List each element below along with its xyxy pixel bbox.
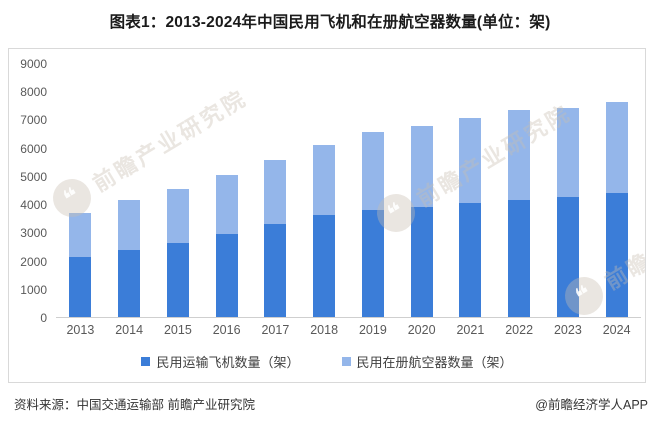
bar-2024 <box>605 102 628 317</box>
bar-group-2020 <box>397 64 446 317</box>
x-axis-label-2020: 2020 <box>407 323 436 337</box>
x-axis-label-2015: 2015 <box>163 323 192 337</box>
legend-item-1: 民用在册航空器数量（架） <box>341 352 513 371</box>
bar-group-2024 <box>592 64 641 317</box>
bar-group-2014 <box>105 64 154 317</box>
bar-2020 <box>410 126 433 317</box>
bar-2018-transport-segment <box>313 214 336 317</box>
bar-2017-transport-segment <box>264 224 287 317</box>
x-axis-label-2013: 2013 <box>66 323 95 337</box>
x-axis-label-2019: 2019 <box>358 323 387 337</box>
bar-2021 <box>459 118 482 317</box>
figure-footer: 资料来源：中国交通运输部 前瞻产业研究院 @前瞻经济学人APP <box>14 394 648 413</box>
y-axis-tick: 8000 <box>20 85 47 100</box>
bar-2022-transport-segment <box>508 199 531 317</box>
bar-group-2015 <box>154 64 203 317</box>
bar-2017 <box>264 159 287 317</box>
chart-panel: ❝ 前瞻产业研究院 ❝ 前瞻产业研究院 ❝ 前瞻产业研究院 9000800070… <box>8 48 646 383</box>
chart-legend: 民用运输飞机数量（架） 民用在册航空器数量（架） <box>9 352 645 371</box>
legend-label: 民用在册航空器数量（架） <box>356 355 513 370</box>
x-axis-label-2016: 2016 <box>212 323 241 337</box>
y-axis-tick: 1000 <box>20 282 47 297</box>
y-axis-tick: 3000 <box>20 226 47 241</box>
bar-2016-transport-segment <box>215 234 238 317</box>
bar-2023-transport-segment <box>556 196 579 317</box>
y-axis-tick: 2000 <box>20 254 47 269</box>
bar-2020-transport-segment <box>410 207 433 317</box>
y-axis-tick: 7000 <box>20 113 47 128</box>
x-axis-label-2021: 2021 <box>456 323 485 337</box>
bar-group-2019 <box>349 64 398 317</box>
bar-group-2021 <box>446 64 495 317</box>
chart-title: 图表1：2013-2024年中国民用飞机和在册航空器数量(单位：架) <box>109 14 551 31</box>
plot-area <box>56 64 641 318</box>
source-note: 资料来源：中国交通运输部 前瞻产业研究院 <box>14 398 255 412</box>
x-axis-label-2023: 2023 <box>553 323 582 337</box>
bar-group-2022 <box>495 64 544 317</box>
y-axis: 9000 8000 7000 6000 5000 4000 3000 2000 1000 0 <box>9 57 49 325</box>
bar-2014 <box>118 199 141 317</box>
bar-group-2023 <box>544 64 593 317</box>
y-axis-tick: 6000 <box>20 141 47 156</box>
bar-2018 <box>313 144 336 317</box>
bar-2023 <box>556 108 579 317</box>
bar-2015 <box>166 188 189 317</box>
y-axis-tick: 4000 <box>20 198 47 213</box>
x-axis-label-2024: 2024 <box>602 323 631 337</box>
x-axis-label-2022: 2022 <box>505 323 534 337</box>
bar-group-2016 <box>202 64 251 317</box>
bar-2024-transport-segment <box>605 193 628 317</box>
bar-2021-transport-segment <box>459 203 482 317</box>
y-axis-tick: 0 <box>40 311 47 325</box>
bar-2022 <box>508 110 531 317</box>
bar-2015-transport-segment <box>166 242 189 317</box>
x-axis-label-2017: 2017 <box>261 323 290 337</box>
x-axis-label-2018: 2018 <box>310 323 339 337</box>
bar-2014-transport-segment <box>118 250 141 317</box>
credit-note: @前瞻经济学人APP <box>535 398 648 412</box>
y-axis-tick: 9000 <box>20 57 47 71</box>
bar-group-2018 <box>300 64 349 317</box>
bar-2016 <box>215 175 238 317</box>
legend-swatch-icon <box>141 357 151 366</box>
bar-group-2013 <box>56 64 105 317</box>
legend-swatch-icon <box>341 357 351 366</box>
legend-item-0: 民用运输飞机数量（架） <box>141 352 300 371</box>
x-axis: 2013 2014 2015 2016 2017 2018 2019 2020 2021 2022… <box>56 323 641 337</box>
x-axis-label-2014: 2014 <box>115 323 144 337</box>
y-axis-tick: 5000 <box>20 169 47 184</box>
bar-2019 <box>361 132 384 317</box>
legend-label: 民用运输飞机数量（架） <box>156 355 300 370</box>
bar-2019-transport-segment <box>361 209 384 317</box>
bar-2013-transport-segment <box>69 256 92 317</box>
bar-2013 <box>69 212 92 317</box>
bar-group-2017 <box>251 64 300 317</box>
